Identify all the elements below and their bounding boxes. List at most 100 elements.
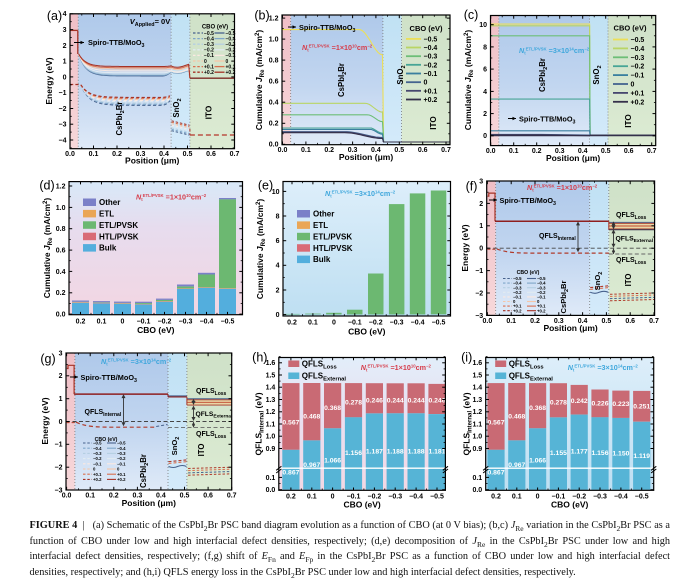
svg-text:0: 0 <box>226 59 229 65</box>
svg-text:0.6: 0.6 <box>624 148 634 155</box>
svg-text:3: 3 <box>479 178 483 185</box>
svg-text:2: 2 <box>276 287 280 294</box>
svg-text:0.4: 0.4 <box>156 492 166 499</box>
svg-text:0.3: 0.3 <box>348 147 358 154</box>
svg-text:−0.2: −0.2 <box>631 64 645 71</box>
svg-text:0.1: 0.1 <box>512 494 522 501</box>
svg-text:ETL: ETL <box>313 221 328 230</box>
svg-text:0.246: 0.246 <box>428 398 445 405</box>
svg-text:1.0: 1.0 <box>472 434 482 441</box>
svg-text:0.867: 0.867 <box>282 470 299 477</box>
svg-text:−0.1: −0.1 <box>424 71 438 78</box>
svg-text:0.8: 0.8 <box>269 58 279 65</box>
svg-text:−0.5: −0.5 <box>537 276 546 281</box>
svg-text:+0.1: +0.1 <box>204 64 214 70</box>
svg-text:SnO2​: SnO2​ <box>593 272 604 291</box>
svg-text:1.2: 1.2 <box>269 16 279 23</box>
svg-text:1.0: 1.0 <box>269 37 279 44</box>
svg-text:4: 4 <box>63 11 67 18</box>
svg-text:0.2: 0.2 <box>76 318 86 325</box>
svg-text:0.9: 0.9 <box>266 446 276 453</box>
svg-text:0.2: 0.2 <box>324 147 334 154</box>
svg-text:1.181: 1.181 <box>428 449 445 456</box>
svg-text:0.0: 0.0 <box>65 151 75 158</box>
svg-text:1.5: 1.5 <box>266 372 276 379</box>
svg-text:QFLSLoss​: QFLSLoss​ <box>616 257 647 266</box>
svg-text:−0.3: −0.3 <box>537 285 546 290</box>
svg-text:0.6: 0.6 <box>269 79 279 86</box>
svg-text:1.156: 1.156 <box>591 450 608 457</box>
svg-text:+0.1: +0.1 <box>424 88 438 95</box>
svg-text:(i): (i) <box>461 351 472 365</box>
svg-text:0.1: 0.1 <box>97 318 107 325</box>
svg-text:1.6: 1.6 <box>266 360 276 367</box>
svg-text:QFLSLoss​: QFLSLoss​ <box>616 212 647 221</box>
svg-text:QFLSLoss​: QFLSLoss​ <box>509 360 544 371</box>
svg-text:SnO2​: SnO2​ <box>172 98 183 117</box>
svg-text:−0.5: −0.5 <box>93 441 102 446</box>
svg-text:0.223: 0.223 <box>612 401 629 408</box>
svg-text:1.066: 1.066 <box>529 458 546 465</box>
svg-text:Position (μm): Position (μm) <box>546 153 600 163</box>
svg-text:+0.1: +0.1 <box>226 64 236 70</box>
svg-text:0.1: 0.1 <box>506 318 516 325</box>
svg-text:Nt​ETL/PVSK​ =3×1014​cm−2​: Nt​ETL/PVSK​ =3×1014​cm−2​ <box>325 189 396 199</box>
svg-text:Nt​ETL/PVSK​ =1×1010​cm−2​: Nt​ETL/PVSK​ =1×1010​cm−2​ <box>302 43 373 53</box>
svg-text:1.119: 1.119 <box>633 453 650 460</box>
svg-text:+0.2: +0.2 <box>513 308 522 313</box>
svg-text:CsPbI2​Br: CsPbI2​Br <box>139 454 150 488</box>
svg-text:+0.2: +0.2 <box>117 477 126 482</box>
svg-text:0.6: 0.6 <box>206 151 216 158</box>
svg-text:0.3: 0.3 <box>136 151 146 158</box>
svg-text:Cumulative JRe​ (mA/cm2​): Cumulative JRe​ (mA/cm2​) <box>463 30 475 131</box>
svg-text:−0.1: −0.1 <box>137 318 151 325</box>
svg-text:0.468: 0.468 <box>303 413 320 420</box>
svg-text:ITO: ITO <box>197 444 206 457</box>
svg-text:−0.2: −0.2 <box>93 456 102 461</box>
svg-text:1.2: 1.2 <box>472 409 482 416</box>
svg-text:−0.4: −0.4 <box>631 46 645 53</box>
svg-text:1.2: 1.2 <box>266 409 276 416</box>
svg-text:1.0: 1.0 <box>56 205 66 212</box>
svg-text:Spiro-TTB/MoO3​: Spiro-TTB/MoO3​ <box>519 115 576 126</box>
svg-text:−0.1: −0.1 <box>513 295 522 300</box>
svg-text:CBO (eV): CBO (eV) <box>410 24 443 33</box>
svg-text:Cumulative JRe​ (mA/cm2​): Cumulative JRe​ (mA/cm2​) <box>42 198 54 299</box>
svg-text:0.2: 0.2 <box>532 148 542 155</box>
svg-text:1.6: 1.6 <box>472 360 482 367</box>
svg-text:Spiro-TTB/MoO3​: Spiro-TTB/MoO3​ <box>500 196 557 207</box>
svg-text:Bulk: Bulk <box>99 244 117 253</box>
svg-text:Nt​ETL/PVSK​ =1×1010​cm−2​: Nt​ETL/PVSK​ =1×1010​cm−2​ <box>527 183 598 193</box>
svg-text:0.0: 0.0 <box>62 492 72 499</box>
svg-text:1.066: 1.066 <box>324 458 341 465</box>
svg-text:0.244: 0.244 <box>387 398 404 405</box>
svg-text:0.5: 0.5 <box>602 318 612 325</box>
svg-text:−0.1: −0.1 <box>348 320 362 327</box>
svg-text:−0.3: −0.3 <box>117 451 126 456</box>
svg-text:Energy (eV): Energy (eV) <box>40 397 50 444</box>
svg-text:Nt​ETL/PVSK​ =1×1010​cm−2​: Nt​ETL/PVSK​ =1×1010​cm−2​ <box>136 193 207 203</box>
svg-text:1.3: 1.3 <box>472 397 482 404</box>
svg-text:−0.5: −0.5 <box>226 31 236 37</box>
svg-text:0: 0 <box>536 494 540 501</box>
svg-text:0.7: 0.7 <box>227 492 237 499</box>
svg-text:QFLSExternal​: QFLSExternal​ <box>196 411 233 420</box>
svg-text:6: 6 <box>276 238 280 245</box>
svg-text:1.177: 1.177 <box>571 449 588 456</box>
svg-text:0.2: 0.2 <box>491 494 501 501</box>
svg-text:QFLSLoss​: QFLSLoss​ <box>302 360 337 371</box>
svg-text:−0.5: −0.5 <box>635 494 649 501</box>
svg-text:0.4: 0.4 <box>371 147 381 154</box>
svg-text:−0.5: −0.5 <box>117 441 126 446</box>
svg-text:Nt​ETL/PVSK​ =3×1014​cm−2​: Nt​ETL/PVSK​ =3×1014​cm−2​ <box>519 46 590 56</box>
svg-text:0.567: 0.567 <box>487 419 504 426</box>
svg-text:+0.1: +0.1 <box>537 304 546 309</box>
svg-text:−0.2: −0.2 <box>424 62 438 69</box>
svg-text:0.5: 0.5 <box>601 148 611 155</box>
svg-text:0: 0 <box>424 80 428 87</box>
svg-text:−0.1: −0.1 <box>347 494 361 501</box>
svg-text:(d): (d) <box>39 179 54 193</box>
svg-text:ITO: ITO <box>429 116 438 130</box>
svg-text:ITO: ITO <box>624 274 633 287</box>
svg-text:4: 4 <box>483 89 487 96</box>
